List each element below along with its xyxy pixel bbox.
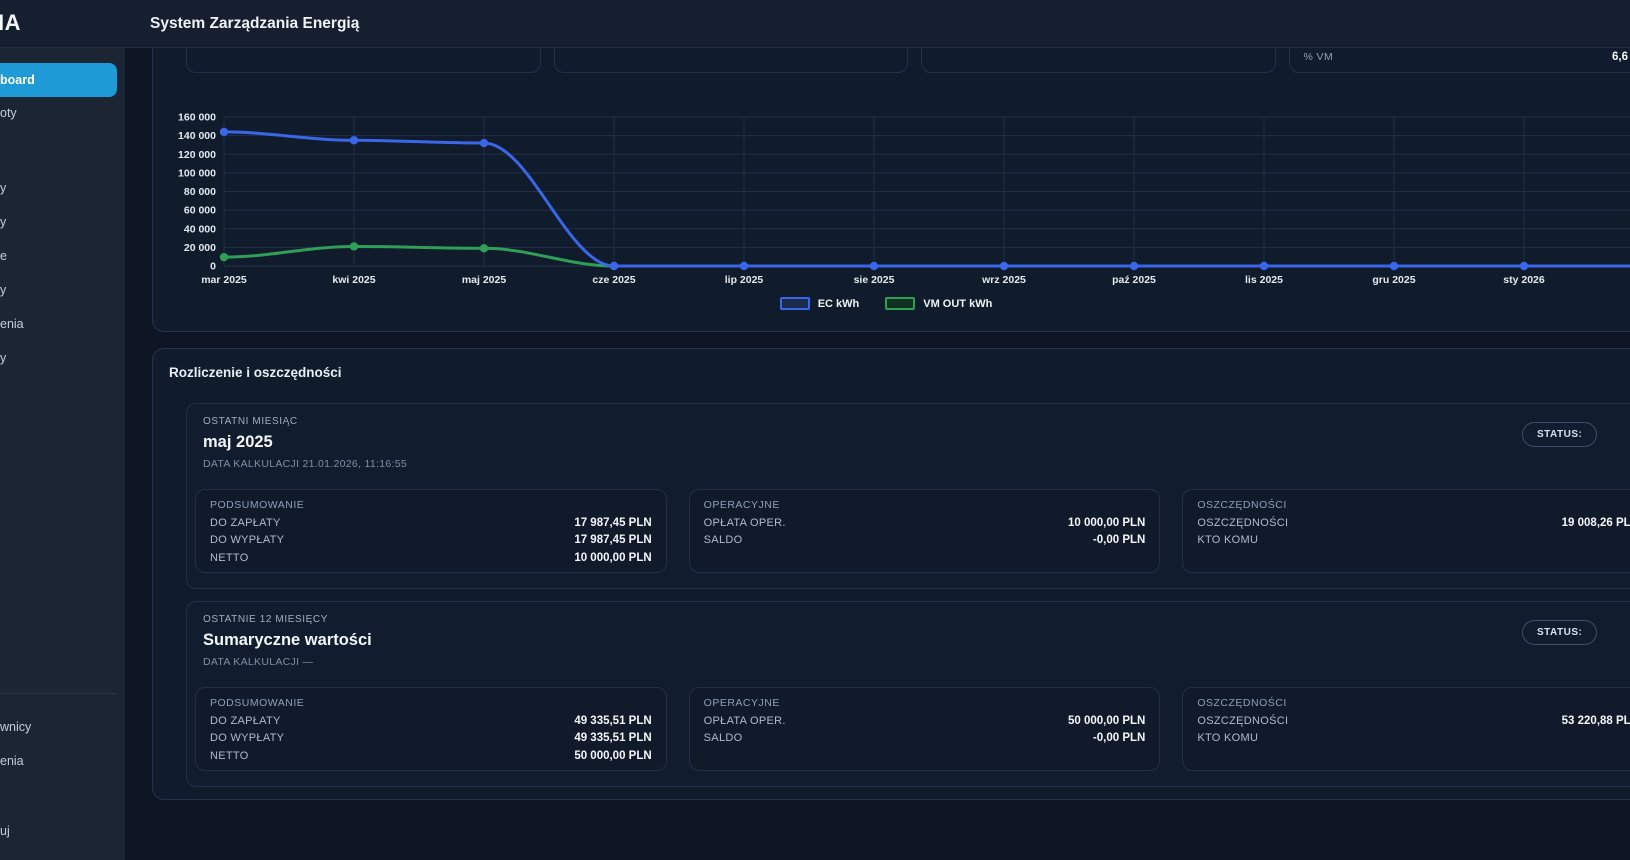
- svg-text:100 000: 100 000: [178, 167, 216, 179]
- value-row: DO WYPŁATY 49 335,51 PLN: [210, 732, 652, 744]
- chart-legend: EC kWh VM OUT kWh: [153, 297, 1619, 310]
- period-label: OSTATNI MIESIĄC: [203, 416, 298, 427]
- value-row: NETTO 50 000,00 PLN: [210, 749, 652, 762]
- value-boxes-row: PODSUMOWANIE DO ZAPŁATY 17 987,45 PLN DO…: [195, 489, 1630, 573]
- period-label: OSTATNIE 12 MIESIĘCY: [203, 614, 328, 625]
- svg-text:mar 2025: mar 2025: [201, 274, 247, 286]
- value-row: OSZCZĘDNOŚCI 19 008,26 PLN: [1197, 516, 1630, 529]
- app-logo: IA: [0, 10, 21, 35]
- svg-text:140 000: 140 000: [178, 130, 216, 142]
- status-badge: STATUS:: [1522, 422, 1598, 447]
- legend-label: EC kWh: [817, 297, 860, 310]
- operational-box: OPERACYJNE OPŁATA OPER. 10 000,00 PLN SA…: [688, 489, 1161, 573]
- sidebar-item-6[interactable]: y: [0, 283, 7, 297]
- value-row: OSZCZĘDNOŚCI 53 220,88 PLN: [1197, 714, 1630, 727]
- value-row: DO WYPŁATY 17 987,45 PLN: [210, 534, 652, 546]
- svg-text:sty 2026: sty 2026: [1503, 274, 1545, 286]
- legend-swatch: [885, 297, 916, 310]
- main-content: % VM 6,6 0 20 000 40 000 60 000 80 000 100 00…: [125, 20, 1630, 860]
- settlement-title: Rozliczenie i oszczędności: [169, 365, 342, 380]
- energy-line-chart: 0 20 000 40 000 60 000 80 000 100 000 120 000 1…: [178, 112, 1630, 286]
- app-header: IA System Zarządzania Energią: [0, 0, 1630, 48]
- last-month-card: OSTATNI MIESIĄC maj 2025 DATA KALKULACJI…: [186, 403, 1630, 589]
- sidebar-item-7[interactable]: enia: [0, 317, 24, 331]
- svg-text:maj 2025: maj 2025: [462, 274, 507, 286]
- svg-text:80 000: 80 000: [184, 186, 216, 198]
- legend-item-ec-kwh[interactable]: EC kWh: [779, 297, 860, 310]
- operational-box: OPERACYJNE OPŁATA OPER. 50 000,00 PLN SA…: [688, 687, 1161, 771]
- sidebar-item-logout[interactable]: uj: [0, 824, 10, 838]
- svg-text:40 000: 40 000: [184, 223, 216, 235]
- calc-date: DATA KALKULACJI —: [203, 656, 314, 668]
- last-month-title: maj 2025: [203, 433, 273, 451]
- value-boxes-row: PODSUMOWANIE DO ZAPŁATY 49 335,51 PLN DO…: [195, 687, 1630, 771]
- sidebar-item-2[interactable]: oty: [0, 106, 17, 120]
- value-row: SALDO -0,00 PLN: [703, 534, 1146, 546]
- sidebar-item-8[interactable]: y: [0, 351, 7, 365]
- svg-text:160 000: 160 000: [178, 112, 216, 124]
- svg-text:lip 2025: lip 2025: [725, 274, 764, 286]
- svg-text:0: 0: [210, 261, 216, 273]
- value-row: SALDO -0,00 PLN: [703, 732, 1146, 744]
- sidebar-divider: [0, 693, 117, 694]
- settlement-card: Rozliczenie i oszczędności OSTATNI MIESI…: [152, 348, 1630, 800]
- value-row: NETTO 10 000,00 PLN: [210, 551, 652, 564]
- summary-title: Sumaryczne wartości: [203, 631, 372, 649]
- svg-text:60 000: 60 000: [184, 205, 216, 217]
- svg-text:paź 2025: paź 2025: [1112, 274, 1156, 286]
- last-12-months-card: OSTATNIE 12 MIESIĘCY Sumaryczne wartości…: [186, 601, 1630, 787]
- sidebar-item-dashboard[interactable]: board: [0, 63, 117, 97]
- legend-item-vm-out-kwh[interactable]: VM OUT kWh: [885, 297, 992, 310]
- sidebar-item-4[interactable]: y: [0, 215, 7, 229]
- value-row: KTO KOMU M: [1197, 732, 1630, 744]
- svg-text:gru 2025: gru 2025: [1372, 274, 1415, 286]
- legend-label: VM OUT kWh: [923, 297, 993, 310]
- sidebar-item-3[interactable]: y: [0, 181, 7, 195]
- svg-text:120 000: 120 000: [178, 149, 216, 161]
- svg-text:20 000: 20 000: [184, 242, 216, 254]
- app-title: System Zarządzania Energią: [150, 15, 360, 32]
- savings-box: OSZCZĘDNOŚCI OSZCZĘDNOŚCI 19 008,26 PLN …: [1182, 489, 1630, 573]
- value-row: DO ZAPŁATY 17 987,45 PLN: [210, 516, 652, 529]
- summary-box: PODSUMOWANIE DO ZAPŁATY 49 335,51 PLN DO…: [195, 687, 667, 771]
- svg-text:sie 2025: sie 2025: [854, 274, 895, 286]
- svg-text:wrz 2025: wrz 2025: [981, 274, 1026, 286]
- sidebar-item-users[interactable]: wnicy: [0, 720, 32, 734]
- svg-text:kwi 2025: kwi 2025: [332, 274, 375, 286]
- value-row: KTO KOMU M: [1197, 534, 1630, 546]
- value-row: OPŁATA OPER. 10 000,00 PLN: [703, 516, 1146, 529]
- chart-card: % VM 6,6 0 20 000 40 000 60 000 80 000 100 00…: [152, 20, 1630, 332]
- svg-text:lis 2025: lis 2025: [1245, 274, 1283, 286]
- legend-swatch: [779, 297, 810, 310]
- status-badge: STATUS:: [1522, 620, 1598, 645]
- svg-text:cze 2025: cze 2025: [592, 274, 635, 286]
- value-row: DO ZAPŁATY 49 335,51 PLN: [210, 714, 652, 727]
- summary-box: PODSUMOWANIE DO ZAPŁATY 17 987,45 PLN DO…: [195, 489, 667, 573]
- value-row: OPŁATA OPER. 50 000,00 PLN: [703, 714, 1146, 727]
- sidebar: board oty y y e y enia y wnicy enia uj: [0, 48, 125, 860]
- sidebar-item-5[interactable]: e: [0, 249, 7, 263]
- sidebar-item-settings[interactable]: enia: [0, 754, 24, 768]
- savings-box: OSZCZĘDNOŚCI OSZCZĘDNOŚCI 53 220,88 PLN …: [1182, 687, 1630, 771]
- calc-date: DATA KALKULACJI 21.01.2026, 11:16:55: [203, 458, 408, 470]
